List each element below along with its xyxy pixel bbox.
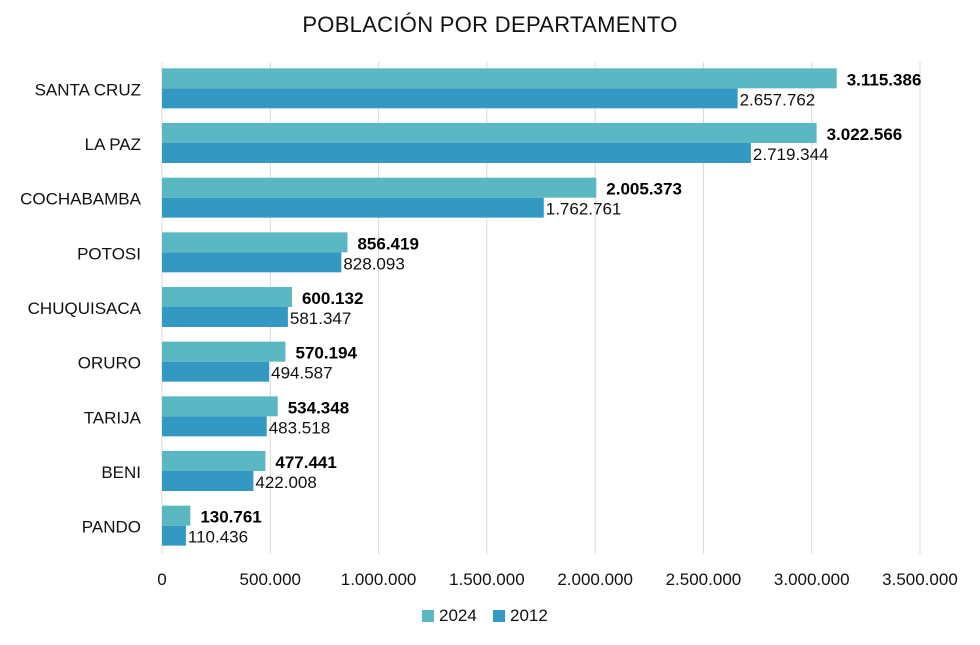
x-tick-label: 2.000.000 — [557, 570, 633, 589]
category-label: POTOSI — [77, 244, 141, 263]
data-label-2024: 130.761 — [200, 508, 261, 527]
data-label-2024: 3.022.566 — [827, 125, 903, 144]
data-label-2024: 600.132 — [302, 289, 363, 308]
bar-2024 — [162, 232, 348, 253]
data-label-2024: 477.441 — [275, 453, 336, 472]
category-label: BENI — [101, 463, 141, 482]
data-label-2024: 570.194 — [295, 344, 357, 363]
bar-2012 — [162, 143, 751, 163]
data-label-2024: 856.419 — [357, 234, 418, 253]
x-tick-label: 1.000.000 — [341, 570, 417, 589]
data-label-2012: 494.587 — [271, 364, 332, 383]
bar-2024 — [162, 123, 817, 143]
bar-2012 — [162, 361, 270, 382]
category-label: ORURO — [78, 354, 141, 373]
category-label: SANTA CRUZ — [35, 80, 141, 99]
category-label: CHUQUISACA — [28, 299, 142, 318]
legend-label-2012: 2012 — [510, 606, 548, 625]
data-label-2012: 483.518 — [269, 418, 330, 437]
legend-swatch-2024 — [422, 610, 434, 622]
chart-title: POBLACIÓN POR DEPARTAMENTO — [302, 12, 678, 37]
bar-2024 — [162, 396, 278, 417]
data-label-2012: 1.762.761 — [546, 200, 622, 219]
bar-2024 — [162, 451, 266, 471]
x-tick-label: 1.500.000 — [449, 570, 525, 589]
data-label-2012: 581.347 — [290, 309, 351, 328]
x-tick-label: 3.000.000 — [774, 570, 850, 589]
data-label-2012: 2.719.344 — [753, 145, 829, 164]
category-label: LA PAZ — [85, 135, 141, 154]
data-label-2024: 534.348 — [288, 398, 349, 417]
bar-2024 — [162, 505, 191, 526]
data-label-2024: 3.115.386 — [847, 70, 922, 89]
bar-2012 — [162, 307, 288, 327]
bar-2012 — [162, 88, 738, 109]
data-label-2012: 110.436 — [188, 528, 248, 547]
x-tick-label: 2.500.000 — [666, 570, 742, 589]
category-label: PANDO — [82, 518, 141, 537]
bar-2012 — [162, 471, 254, 491]
x-tick-label: 3.500.000 — [882, 570, 958, 589]
data-label-2012: 2.657.762 — [740, 90, 816, 109]
bar-2012 — [162, 197, 544, 218]
category-label: TARIJA — [84, 408, 142, 427]
bar-2012 — [162, 416, 267, 437]
data-label-2024: 2.005.373 — [606, 180, 682, 199]
bar-2012 — [162, 252, 342, 273]
category-label: COCHABAMBA — [20, 190, 142, 209]
legend-swatch-2012 — [493, 610, 505, 622]
bar-2012 — [162, 525, 186, 546]
x-tick-label: 0 — [157, 570, 166, 589]
data-label-2012: 422.008 — [255, 473, 316, 492]
legend-label-2024: 2024 — [439, 606, 477, 625]
x-tick-label: 500.000 — [240, 570, 301, 589]
bar-2024 — [162, 341, 286, 362]
bar-2024 — [162, 68, 837, 89]
bar-2024 — [162, 177, 597, 198]
data-label-2012: 828.093 — [343, 254, 404, 273]
bar-2024 — [162, 287, 292, 307]
